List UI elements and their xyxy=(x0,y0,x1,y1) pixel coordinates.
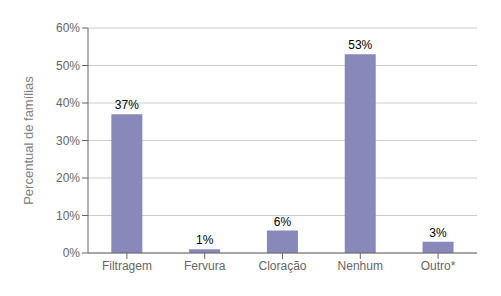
svg-text:3%: 3% xyxy=(429,226,447,240)
svg-text:30%: 30% xyxy=(56,134,80,148)
svg-text:Cloração: Cloração xyxy=(258,259,306,273)
svg-text:Percentual de famílias: Percentual de famílias xyxy=(21,76,36,205)
svg-text:10%: 10% xyxy=(56,209,80,223)
svg-text:60%: 60% xyxy=(56,21,80,35)
svg-text:20%: 20% xyxy=(56,171,80,185)
svg-text:6%: 6% xyxy=(274,215,292,229)
svg-text:Outro*: Outro* xyxy=(421,259,456,273)
svg-text:Fervura: Fervura xyxy=(184,259,226,273)
svg-text:53%: 53% xyxy=(348,38,372,52)
svg-text:37%: 37% xyxy=(115,98,139,112)
svg-text:40%: 40% xyxy=(56,96,80,110)
svg-text:1%: 1% xyxy=(196,233,214,247)
svg-text:Filtragem: Filtragem xyxy=(102,259,152,273)
svg-text:50%: 50% xyxy=(56,59,80,73)
svg-text:0%: 0% xyxy=(63,246,81,260)
svg-text:Nenhum: Nenhum xyxy=(338,259,383,273)
